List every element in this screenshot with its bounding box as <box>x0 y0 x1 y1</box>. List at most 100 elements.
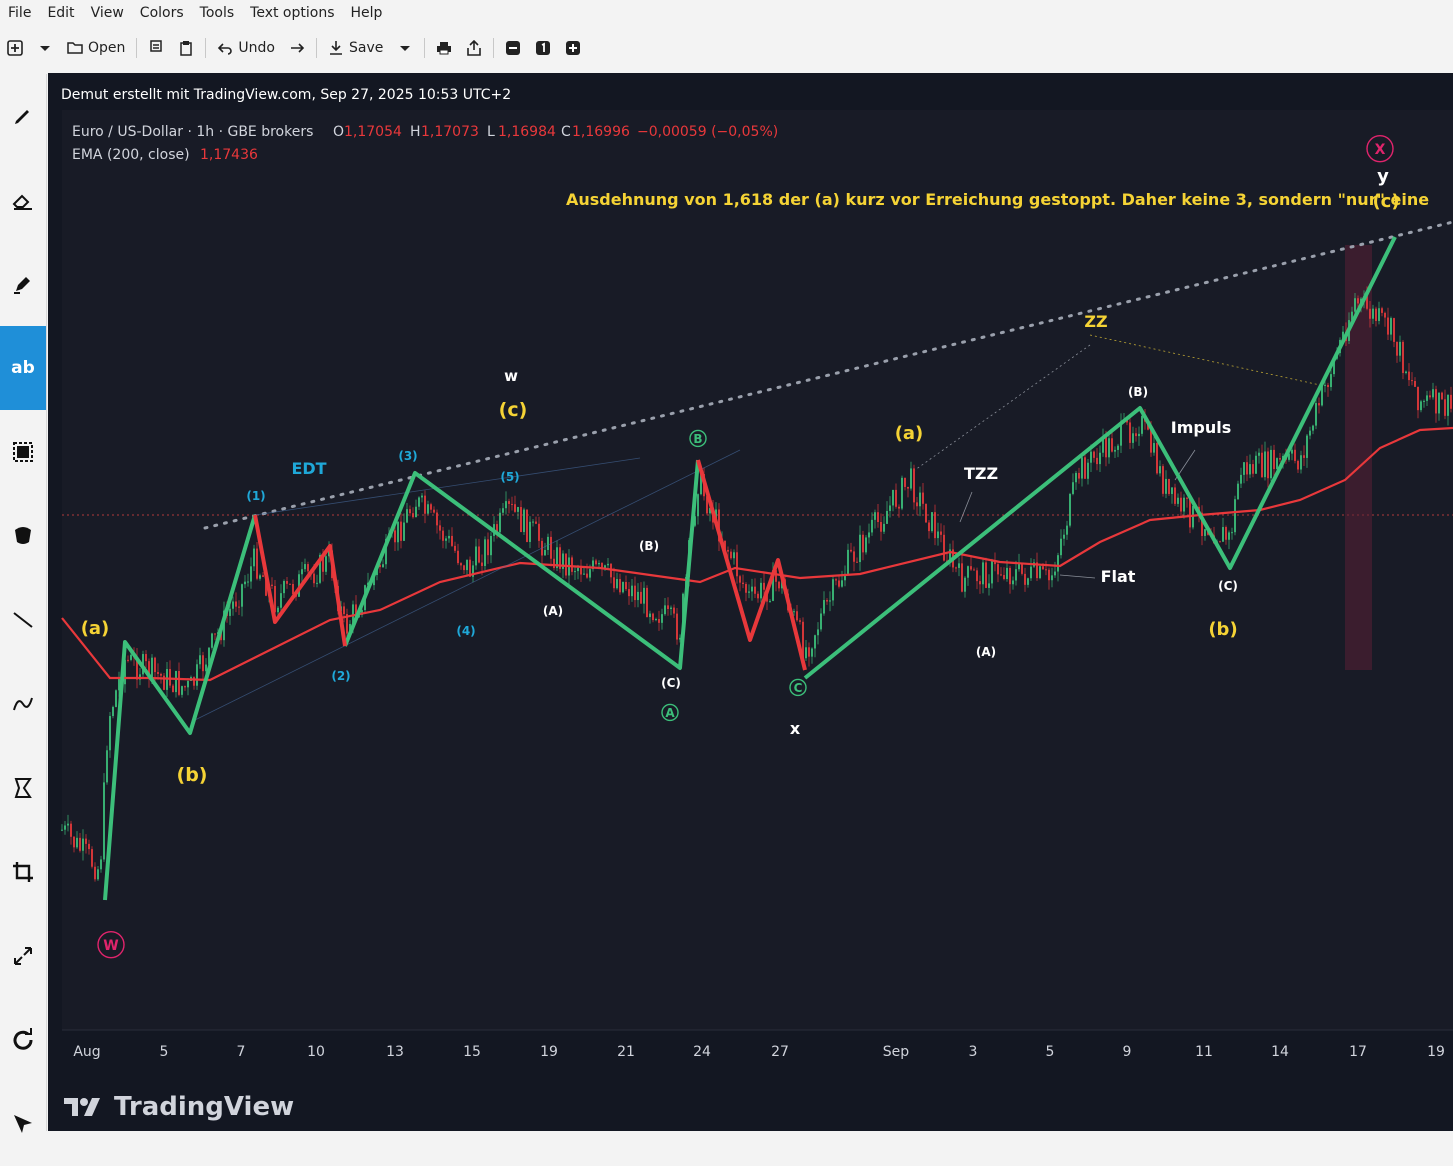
candle-body <box>922 492 924 504</box>
candle-body <box>292 584 294 595</box>
candle-body <box>763 582 765 590</box>
new-icon <box>7 40 23 56</box>
candle-body <box>706 496 708 514</box>
candle-body <box>256 548 258 579</box>
tool-curve[interactable] <box>0 662 46 746</box>
candle-body <box>163 675 165 690</box>
candle-body <box>1138 433 1140 437</box>
menu-colors[interactable]: Colors <box>139 5 184 21</box>
channel-line <box>194 449 741 721</box>
candle-body <box>1090 451 1092 463</box>
save-dropdown-button[interactable] <box>390 33 420 63</box>
candle-body <box>436 512 438 526</box>
tool-highlighter[interactable] <box>0 242 46 326</box>
new-dropdown-button[interactable] <box>30 33 60 63</box>
candle-body <box>1318 403 1320 406</box>
tool-skew[interactable] <box>0 1082 46 1166</box>
candle-body <box>307 564 309 572</box>
candle-body <box>94 866 96 880</box>
menu-file[interactable]: File <box>8 5 32 21</box>
candle-body <box>1387 317 1389 335</box>
menu-text-options[interactable]: Text options <box>250 5 335 21</box>
candle-body <box>1165 478 1167 494</box>
undo-button[interactable]: Undo <box>210 33 282 63</box>
tool-pencil[interactable] <box>0 74 46 158</box>
candle-body <box>1423 400 1425 402</box>
candle-body <box>1099 452 1101 465</box>
share-icon <box>467 40 482 56</box>
candle-body <box>865 537 867 553</box>
candle-body <box>253 548 255 567</box>
candle-body <box>169 669 171 686</box>
toolbar-separator <box>493 38 495 58</box>
tool-line[interactable] <box>0 578 46 662</box>
crop-icon <box>13 862 33 882</box>
candle-body <box>673 607 675 614</box>
tool-shape[interactable] <box>0 746 46 830</box>
share-button[interactable] <box>459 33 489 63</box>
tool-eraser[interactable] <box>0 158 46 242</box>
candle-body <box>91 849 93 867</box>
candle-body <box>940 531 942 535</box>
new-button[interactable] <box>0 33 30 63</box>
tool-rotate[interactable] <box>0 998 46 1082</box>
candle-body <box>1393 318 1395 342</box>
brand-label: TradingView <box>114 1092 295 1122</box>
candle-body <box>1066 525 1068 535</box>
tool-crop[interactable] <box>0 830 46 914</box>
free-select-icon <box>15 527 31 544</box>
candle-body <box>187 680 189 688</box>
candle-body <box>484 539 486 566</box>
candle-body <box>1075 472 1077 483</box>
candle-body <box>850 549 852 552</box>
tool-sidebar: ab <box>0 74 47 1133</box>
open-button[interactable]: Open <box>60 33 132 63</box>
copy-button[interactable] <box>141 33 171 63</box>
candle-body <box>1201 512 1203 536</box>
save-label: Save <box>348 40 384 56</box>
candle-body <box>1258 452 1260 456</box>
zoom-in-button[interactable] <box>558 33 588 63</box>
candle-body <box>826 600 828 602</box>
candle-body <box>862 534 864 553</box>
candle-body <box>211 633 213 648</box>
candle-body <box>697 494 699 517</box>
candle-body <box>769 600 771 602</box>
image-canvas[interactable]: Demut erstellt mit TradingView.com, Sep … <box>48 73 1453 1131</box>
menu-view[interactable]: View <box>90 5 124 21</box>
candle-body <box>1264 451 1266 478</box>
ohlc-c-value: 1,16996 <box>572 124 630 140</box>
candle-body <box>1330 374 1332 388</box>
tool-free-select[interactable] <box>0 494 46 578</box>
menu-edit[interactable]: Edit <box>47 5 75 21</box>
tool-text[interactable]: ab <box>0 326 46 410</box>
candle-body <box>214 633 216 635</box>
candle-body <box>1081 457 1083 479</box>
candle-body <box>1255 455 1257 474</box>
redo-button[interactable] <box>282 33 312 63</box>
candle-body <box>88 843 90 850</box>
zoom-reset-button[interactable] <box>528 33 558 63</box>
candle-body <box>1117 445 1119 450</box>
tool-scale[interactable] <box>0 914 46 998</box>
candle-body <box>490 535 492 556</box>
candle-body <box>982 562 984 585</box>
ohlc-l-label: L <box>487 124 495 140</box>
save-button[interactable]: Save <box>321 33 390 63</box>
print-button[interactable] <box>429 33 459 63</box>
zoom-out-button[interactable] <box>498 33 528 63</box>
menu-tools[interactable]: Tools <box>199 5 235 21</box>
candle-body <box>1162 466 1164 494</box>
candle-body <box>577 567 579 572</box>
candle-body <box>1294 449 1296 461</box>
paste-button[interactable] <box>171 33 201 63</box>
candle-body <box>469 559 471 577</box>
zoom-original-icon <box>536 41 551 55</box>
rectangle-select-icon <box>13 442 33 462</box>
candle-body <box>832 579 834 601</box>
tool-rectangle-select[interactable] <box>0 410 46 494</box>
flat-connector <box>1059 574 1096 579</box>
menu-help[interactable]: Help <box>350 5 383 21</box>
candle-body <box>439 525 441 531</box>
candle-body <box>1015 569 1017 581</box>
